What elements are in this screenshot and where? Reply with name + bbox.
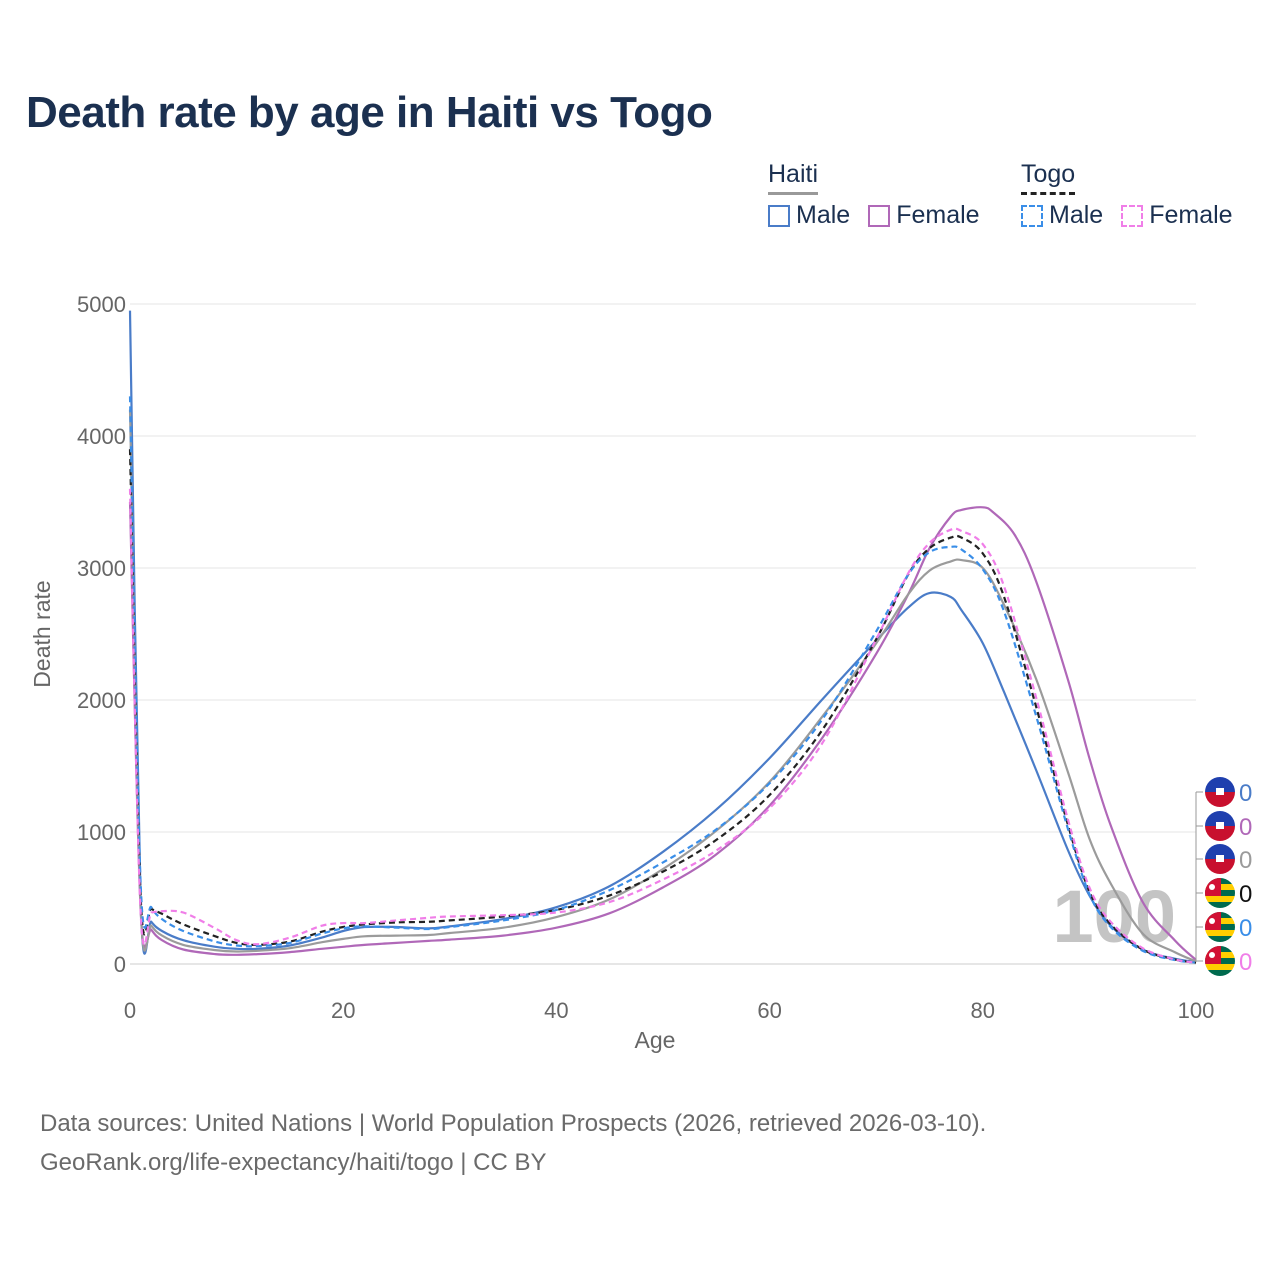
- legend-item-haiti-male[interactable]: Male: [768, 201, 850, 230]
- legend-item-haiti-female[interactable]: Female: [868, 201, 980, 230]
- end-value-label: 0: [1239, 780, 1252, 807]
- flag-togo-icon: [1205, 946, 1235, 976]
- series-line-haiti-both-: [128, 409, 1197, 963]
- y-tick-label: 1000: [77, 820, 126, 845]
- legend-heading-togo: Togo: [1021, 160, 1076, 195]
- legend-item-togo-female[interactable]: Female: [1121, 201, 1233, 230]
- y-axis-label: Death rate: [29, 580, 55, 687]
- legend-swatch: [868, 204, 891, 227]
- footer: Data sources: United Nations | World Pop…: [40, 1104, 986, 1182]
- flag-togo-icon: [1205, 878, 1235, 908]
- x-tick-label: 20: [331, 998, 355, 1023]
- y-tick-label: 5000: [77, 292, 126, 317]
- legend-swatch: [1021, 204, 1043, 227]
- x-tick-label: 0: [124, 998, 136, 1023]
- legend-group-haiti: Haiti Male Female: [768, 160, 980, 230]
- series-line-haiti-male: [128, 310, 1197, 964]
- flag-haiti-icon: [1205, 811, 1235, 841]
- series-line-togo-both-: [128, 449, 1197, 964]
- legend-heading-haiti: Haiti: [768, 160, 819, 195]
- y-tick-label: 0: [114, 952, 126, 977]
- series-line-haiti-female: [128, 501, 1197, 961]
- x-tick-label: 40: [544, 998, 568, 1023]
- flag-togo-icon: [1205, 912, 1235, 942]
- x-tick-label: 60: [757, 998, 781, 1023]
- x-axis-label: Age: [635, 1027, 676, 1053]
- end-value-label: 0: [1239, 847, 1252, 874]
- end-value-label: 0: [1239, 915, 1252, 942]
- chart-title: Death rate by age in Haiti vs Togo: [26, 88, 713, 137]
- x-tick-label: 80: [971, 998, 995, 1023]
- footer-sources: Data sources: United Nations | World Pop…: [40, 1110, 987, 1137]
- end-value-label: 0: [1239, 881, 1252, 908]
- legend-group-togo: Togo Male Female: [1021, 160, 1233, 230]
- legend-swatch: [1121, 204, 1144, 227]
- series-line-togo-female: [128, 488, 1197, 964]
- y-tick-label: 4000: [77, 424, 126, 449]
- x-tick-label: 100: [1178, 998, 1215, 1023]
- flag-haiti-icon: [1205, 844, 1235, 874]
- footer-attribution[interactable]: GeoRank.org/life-expectancy/haiti/togo |…: [40, 1149, 547, 1176]
- end-value-label: 0: [1239, 949, 1252, 976]
- end-value-label: 0: [1239, 814, 1252, 841]
- flag-haiti-icon: [1205, 777, 1235, 807]
- y-tick-label: 3000: [77, 556, 126, 581]
- legend-swatch: [768, 204, 790, 227]
- y-tick-label: 2000: [77, 688, 126, 713]
- legend-item-togo-male[interactable]: Male: [1021, 201, 1103, 230]
